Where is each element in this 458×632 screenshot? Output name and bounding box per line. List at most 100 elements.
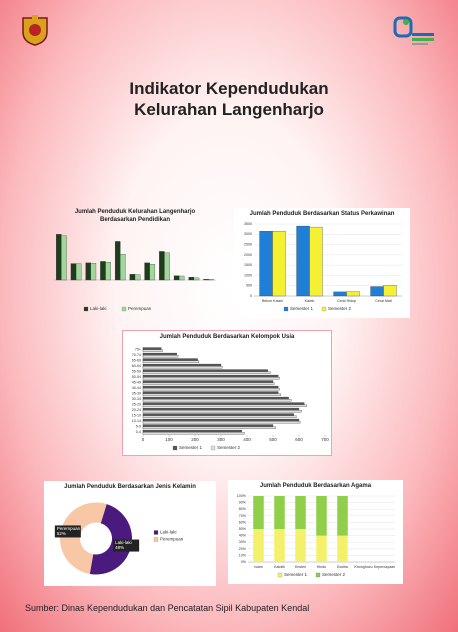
- bar: [142, 421, 301, 424]
- y-tick-label: 1000: [244, 273, 252, 277]
- title-line: Indikator Kependudukan: [129, 79, 329, 98]
- bar: [142, 418, 300, 422]
- y-tick-label: 50%: [239, 527, 247, 531]
- bar: [142, 380, 274, 383]
- y-tick-label: 70-74: [132, 353, 141, 357]
- legend-swatch: [153, 537, 159, 542]
- x-tick-label: 500: [269, 437, 277, 442]
- bar: [142, 404, 307, 407]
- source: Sumber: Dinas Kependudukan dan Pencatata…: [25, 603, 310, 613]
- legend-label: Semester 1: [290, 306, 314, 311]
- y-tick-label: 90%: [239, 501, 247, 505]
- bar: [208, 279, 214, 281]
- chart-title: Jumlah Penduduk Berdasarkan Jenis Kelami…: [64, 484, 196, 490]
- bar: [274, 529, 285, 562]
- bar: [179, 275, 185, 281]
- bar: [70, 263, 77, 281]
- bar: [142, 363, 222, 367]
- x-tick-label: Belum Kawin: [262, 299, 283, 303]
- legend-label: Laki-laki: [160, 530, 177, 535]
- bar: [142, 360, 200, 363]
- chart-panel: Jumlah Penduduk Kelurahan Langenharjo Be…: [46, 206, 224, 318]
- bar: [370, 286, 384, 297]
- chart-panel: Jumlah Penduduk Berdasarkan Agama 0% 10% 20…: [228, 480, 403, 584]
- bar: [56, 234, 62, 281]
- legend-label: Semester 1: [179, 445, 203, 450]
- y-tick-label: 50-54: [132, 375, 141, 379]
- x-tick-label: Islam: [254, 565, 263, 569]
- chart-title: Jumlah Penduduk Berdasarkan Kelompok Usi…: [159, 334, 295, 340]
- bar: [142, 391, 279, 394]
- y-tick-label: 70%: [239, 514, 247, 518]
- x-tick-label: Cerai Mati: [375, 299, 392, 303]
- bar: [134, 274, 141, 281]
- bar: [274, 496, 285, 529]
- bar: [144, 262, 150, 281]
- y-tick-label: 25-29: [132, 403, 141, 407]
- y-tick-label: 0-4: [136, 430, 141, 434]
- bar: [159, 251, 165, 281]
- chart-panel: Jumlah Penduduk Berdasarkan Jenis Kelami…: [44, 481, 216, 586]
- bar: [346, 291, 360, 297]
- bar: [105, 261, 111, 281]
- y-tick-label: 0%: [241, 560, 247, 564]
- x-tick-label: 100: [165, 437, 173, 442]
- bar: [142, 393, 281, 396]
- bar: [142, 374, 279, 378]
- y-tick-label: 80%: [239, 507, 247, 511]
- bar: [142, 388, 280, 391]
- y-tick-label: 100%: [237, 494, 247, 498]
- legend-swatch: [315, 572, 321, 578]
- legend-swatch: [83, 306, 89, 312]
- y-tick-label: 55-59: [132, 370, 141, 374]
- bar: [316, 496, 327, 536]
- legend-swatch: [321, 306, 327, 312]
- x-tick-label: 700: [321, 437, 329, 442]
- label-box: [54, 525, 81, 538]
- bar: [142, 429, 242, 433]
- bar: [383, 285, 397, 297]
- pie-slice: [89, 504, 132, 575]
- y-tick-label: 15-19: [132, 414, 141, 418]
- y-tick-label: 60%: [239, 520, 247, 524]
- bar: [142, 358, 198, 361]
- bar: [142, 424, 274, 427]
- bar: [129, 274, 136, 281]
- y-tick-label: 60-64: [132, 364, 141, 368]
- y-tick-label: 5-9: [136, 425, 141, 429]
- bar: [142, 382, 275, 385]
- y-tick-label: 20-24: [132, 408, 141, 412]
- bar: [142, 399, 292, 402]
- legend-swatch: [283, 306, 289, 312]
- bar: [142, 347, 162, 350]
- bar: [193, 277, 200, 281]
- bar: [203, 279, 209, 281]
- bar: [120, 254, 126, 281]
- chart-panel: Jumlah Penduduk Berdasarkan Status Perka…: [234, 208, 410, 318]
- chart-title: Jumlah Penduduk Berdasarkan Agama: [259, 483, 372, 489]
- x-tick-label: Katolik: [274, 565, 285, 569]
- x-tick-label: Khonghucu: [354, 565, 372, 569]
- bar: [333, 291, 347, 297]
- legend-swatch: [121, 306, 127, 312]
- x-tick-label: Cerai Hidup: [337, 299, 356, 303]
- value-label: 48%: [115, 545, 124, 550]
- x-tick-label: 0: [142, 437, 145, 442]
- y-tick-label: 0: [250, 294, 252, 298]
- bar: [90, 262, 97, 281]
- y-tick-label: 30%: [239, 540, 247, 544]
- legend-label: Perempuan: [160, 537, 184, 542]
- legend-label: Semester 2: [322, 572, 346, 577]
- bar: [253, 529, 264, 562]
- bar: [337, 496, 348, 536]
- bar: [309, 226, 323, 297]
- bar: [337, 535, 348, 562]
- chart: Laki-laki Perempuan: [54, 234, 216, 312]
- x-tick-label: 200: [191, 437, 199, 442]
- legend-label: Semester 2: [328, 306, 352, 311]
- bar: [142, 396, 289, 400]
- bar: [164, 252, 170, 281]
- legend-swatch: [172, 445, 178, 451]
- bar: [85, 262, 91, 281]
